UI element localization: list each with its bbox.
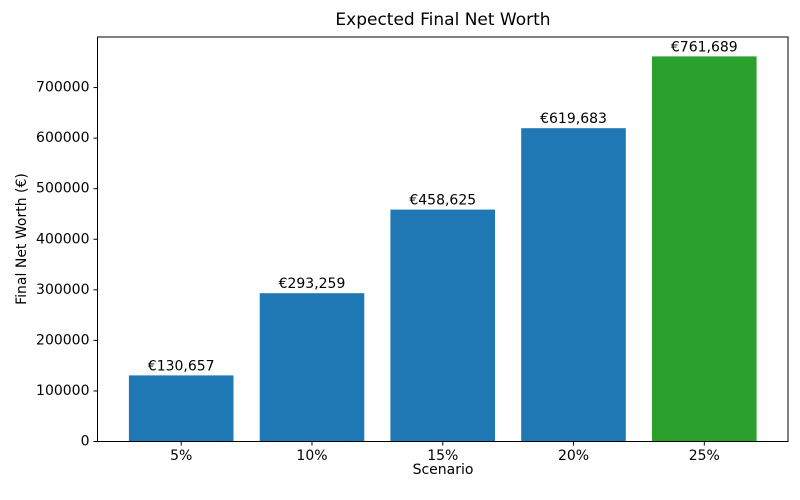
x-tick-label: 10% <box>296 448 327 464</box>
bar <box>128 375 234 442</box>
y-tick-label: 400000 <box>36 231 89 247</box>
value-label: €293,259 <box>279 276 346 292</box>
bar <box>521 128 626 442</box>
chart-title: Expected Final Net Worth <box>335 10 551 30</box>
value-label: €130,657 <box>148 358 215 374</box>
value-label: €458,625 <box>409 193 476 209</box>
x-tick-label: 25% <box>689 448 720 464</box>
y-tick-label: 200000 <box>36 332 89 348</box>
y-tick-label: 600000 <box>36 130 89 146</box>
bar <box>390 209 495 442</box>
x-tick-label: 15% <box>427 448 458 464</box>
bar <box>259 293 365 442</box>
y-tick-label: 100000 <box>36 383 89 399</box>
x-tick-label: 20% <box>558 448 589 464</box>
x-tick-label: 5% <box>170 448 192 464</box>
value-label: €761,689 <box>671 39 738 55</box>
bar <box>652 56 757 442</box>
y-tick-label: 500000 <box>36 181 89 197</box>
y-tick-label: 300000 <box>36 282 89 298</box>
y-tick-label: 700000 <box>36 80 89 96</box>
value-label: €619,683 <box>540 111 607 127</box>
y-tick-label: 0 <box>81 434 90 450</box>
x-axis-label: Scenario <box>412 462 474 478</box>
